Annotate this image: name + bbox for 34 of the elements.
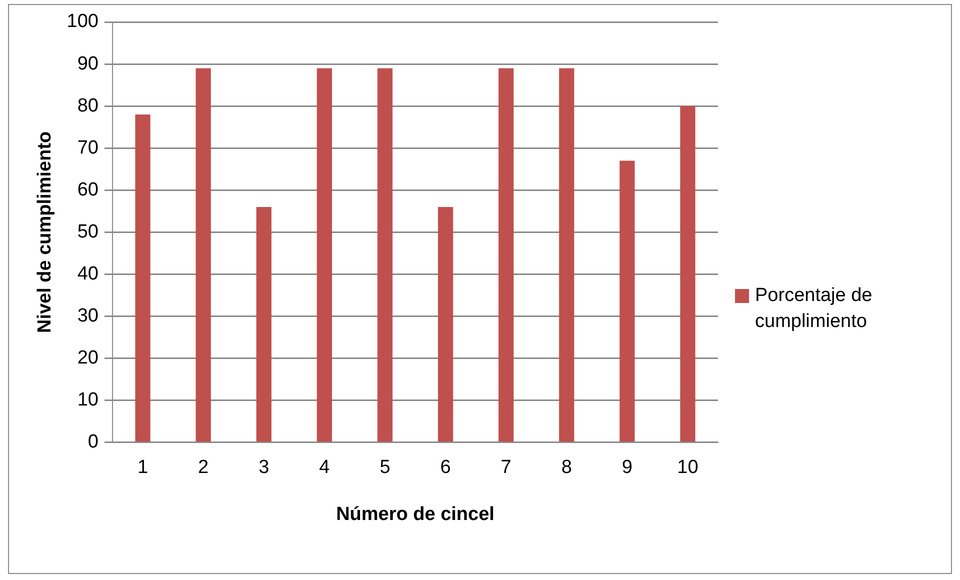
y-tick-label: 20 [77,348,98,369]
y-tick-label: 80 [77,95,98,116]
y-tick-label: 60 [77,179,98,200]
y-axis-title: Nivel de cumplimiento [34,131,56,334]
y-tick-label: 50 [77,221,98,242]
bar [135,114,150,442]
y-tick-label: 40 [77,263,98,284]
bar [196,68,211,442]
y-tick-label: 70 [77,137,98,158]
x-tick-label: 8 [561,457,572,478]
x-tick-label: 9 [622,457,632,478]
y-tick-label: 100 [66,11,98,32]
x-tick-label: 5 [380,457,390,478]
x-tick-label: 6 [440,457,451,478]
bar [438,206,454,442]
y-tick-label: 30 [77,306,98,327]
x-tick-label: 7 [500,457,512,478]
x-tick-label: 2 [198,457,209,478]
legend-label: Porcentaje de cumplimiento [755,284,874,334]
bar [620,160,635,442]
x-tick-label: 10 [677,457,698,478]
bar [498,68,514,442]
bar [377,68,393,442]
bar [316,68,332,442]
y-tick-label: 10 [77,390,98,411]
y-tick-label: 0 [88,432,98,453]
y-tick-label: 90 [77,53,98,74]
x-tick-label: 1 [137,457,148,478]
bar [559,68,574,442]
bar [680,106,696,442]
x-tick-label: 3 [258,457,270,478]
x-tick-label: 4 [319,457,330,478]
bar [256,206,272,442]
x-axis-title: Número de cincel [336,504,494,525]
